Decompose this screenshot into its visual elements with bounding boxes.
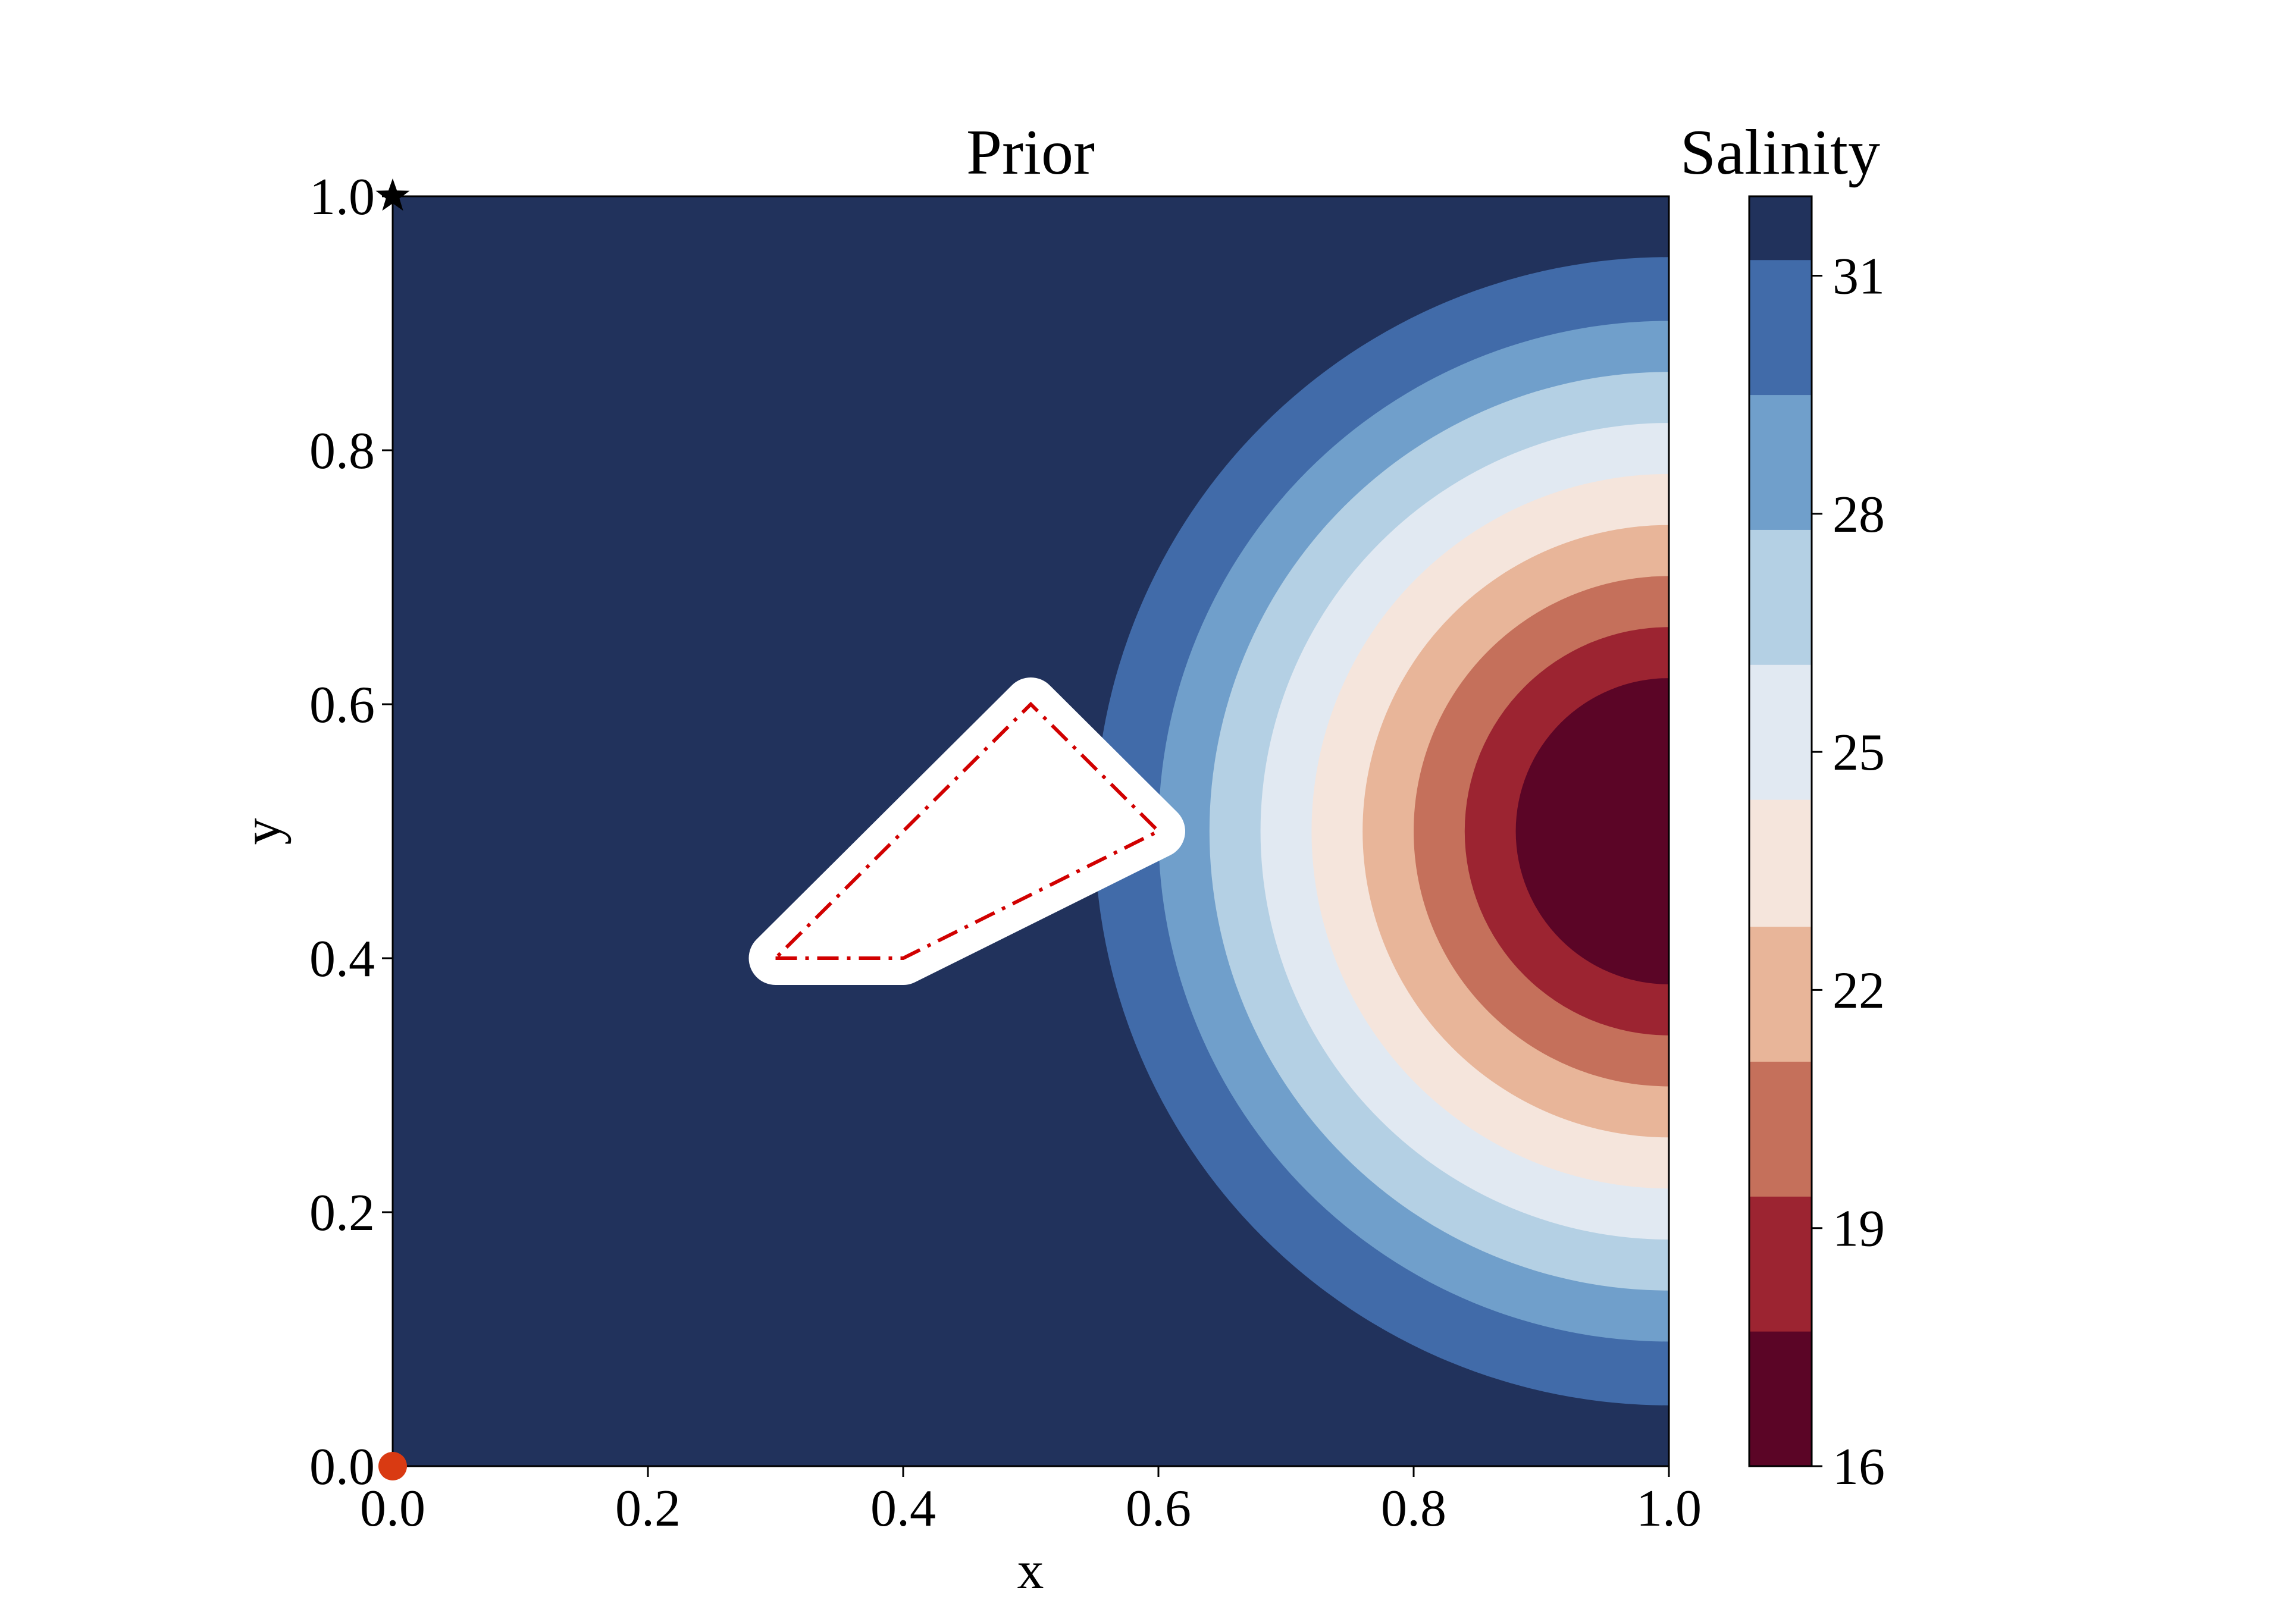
colorbar-label: Salinity	[1680, 117, 1880, 188]
colorbar-tick-label: 16	[1833, 1438, 1885, 1496]
y-tick-label: 0.2	[309, 1184, 375, 1242]
colorbar-band	[1749, 799, 1812, 927]
colorbar-band	[1749, 1331, 1812, 1467]
colorbar-tick-label: 31	[1833, 247, 1885, 305]
y-tick-label: 0.8	[309, 422, 375, 480]
obstacle-outline	[774, 701, 1162, 960]
y-axis-label: y	[233, 818, 292, 845]
x-tick-label: 0.2	[615, 1480, 681, 1538]
x-axis-ticks: 0.0 0.2 0.4 0.6 0.8 1.0	[360, 1466, 1702, 1538]
markers	[375, 178, 410, 1480]
obstacle-region	[748, 677, 1185, 985]
plot-frame	[391, 195, 1670, 1467]
y-tick-label: 0.6	[309, 676, 375, 734]
colorbar-band	[1749, 1061, 1812, 1197]
colorbar-tick-label: 19	[1833, 1200, 1885, 1258]
colorbar-band	[1749, 926, 1812, 1062]
salinity-band	[1515, 678, 1669, 984]
colorbar-tick-label: 28	[1833, 486, 1885, 544]
chart-title: Prior	[966, 117, 1095, 188]
y-axis-ticks: 0.0 0.2 0.4 0.6 0.8 1.0	[309, 168, 393, 1496]
target-star-marker	[375, 178, 410, 211]
colorbar-band	[1749, 529, 1812, 665]
colorbar-band	[1749, 664, 1812, 800]
x-tick-label: 0.0	[360, 1480, 425, 1538]
x-tick-label: 0.4	[870, 1480, 936, 1538]
colorbar-band	[1749, 1196, 1812, 1332]
y-tick-label: 1.0	[309, 168, 375, 226]
colorbar-band	[1749, 259, 1812, 396]
y-tick-label: 0.0	[309, 1438, 375, 1496]
colorbar-bands	[1749, 196, 1812, 1467]
colorbar-band	[1749, 394, 1812, 530]
contour-plot: 0.0 0.2 0.4 0.6 0.8 1.0 0.0 0.2 0.4 0.6 0.8 1.0	[309, 168, 1702, 1538]
y-tick-label: 0.4	[309, 930, 375, 988]
x-tick-label: 0.6	[1126, 1480, 1191, 1538]
colorbar-ticks: 16 19 22 25 28 31	[1812, 247, 1885, 1496]
colorbar-band	[1749, 196, 1812, 261]
colorbar-frame	[1748, 195, 1813, 1467]
colorbar-tick-label: 22	[1833, 962, 1885, 1019]
x-tick-label: 0.8	[1381, 1480, 1446, 1538]
colorbar: 16 19 22 25 28 31 Salinity	[1680, 117, 1885, 1496]
x-tick-label: 1.0	[1636, 1480, 1702, 1538]
colorbar-tick-label: 25	[1833, 724, 1885, 782]
start-marker	[378, 1452, 407, 1480]
salinity-field	[393, 196, 1669, 1466]
x-axis-label: x	[1017, 1541, 1044, 1600]
